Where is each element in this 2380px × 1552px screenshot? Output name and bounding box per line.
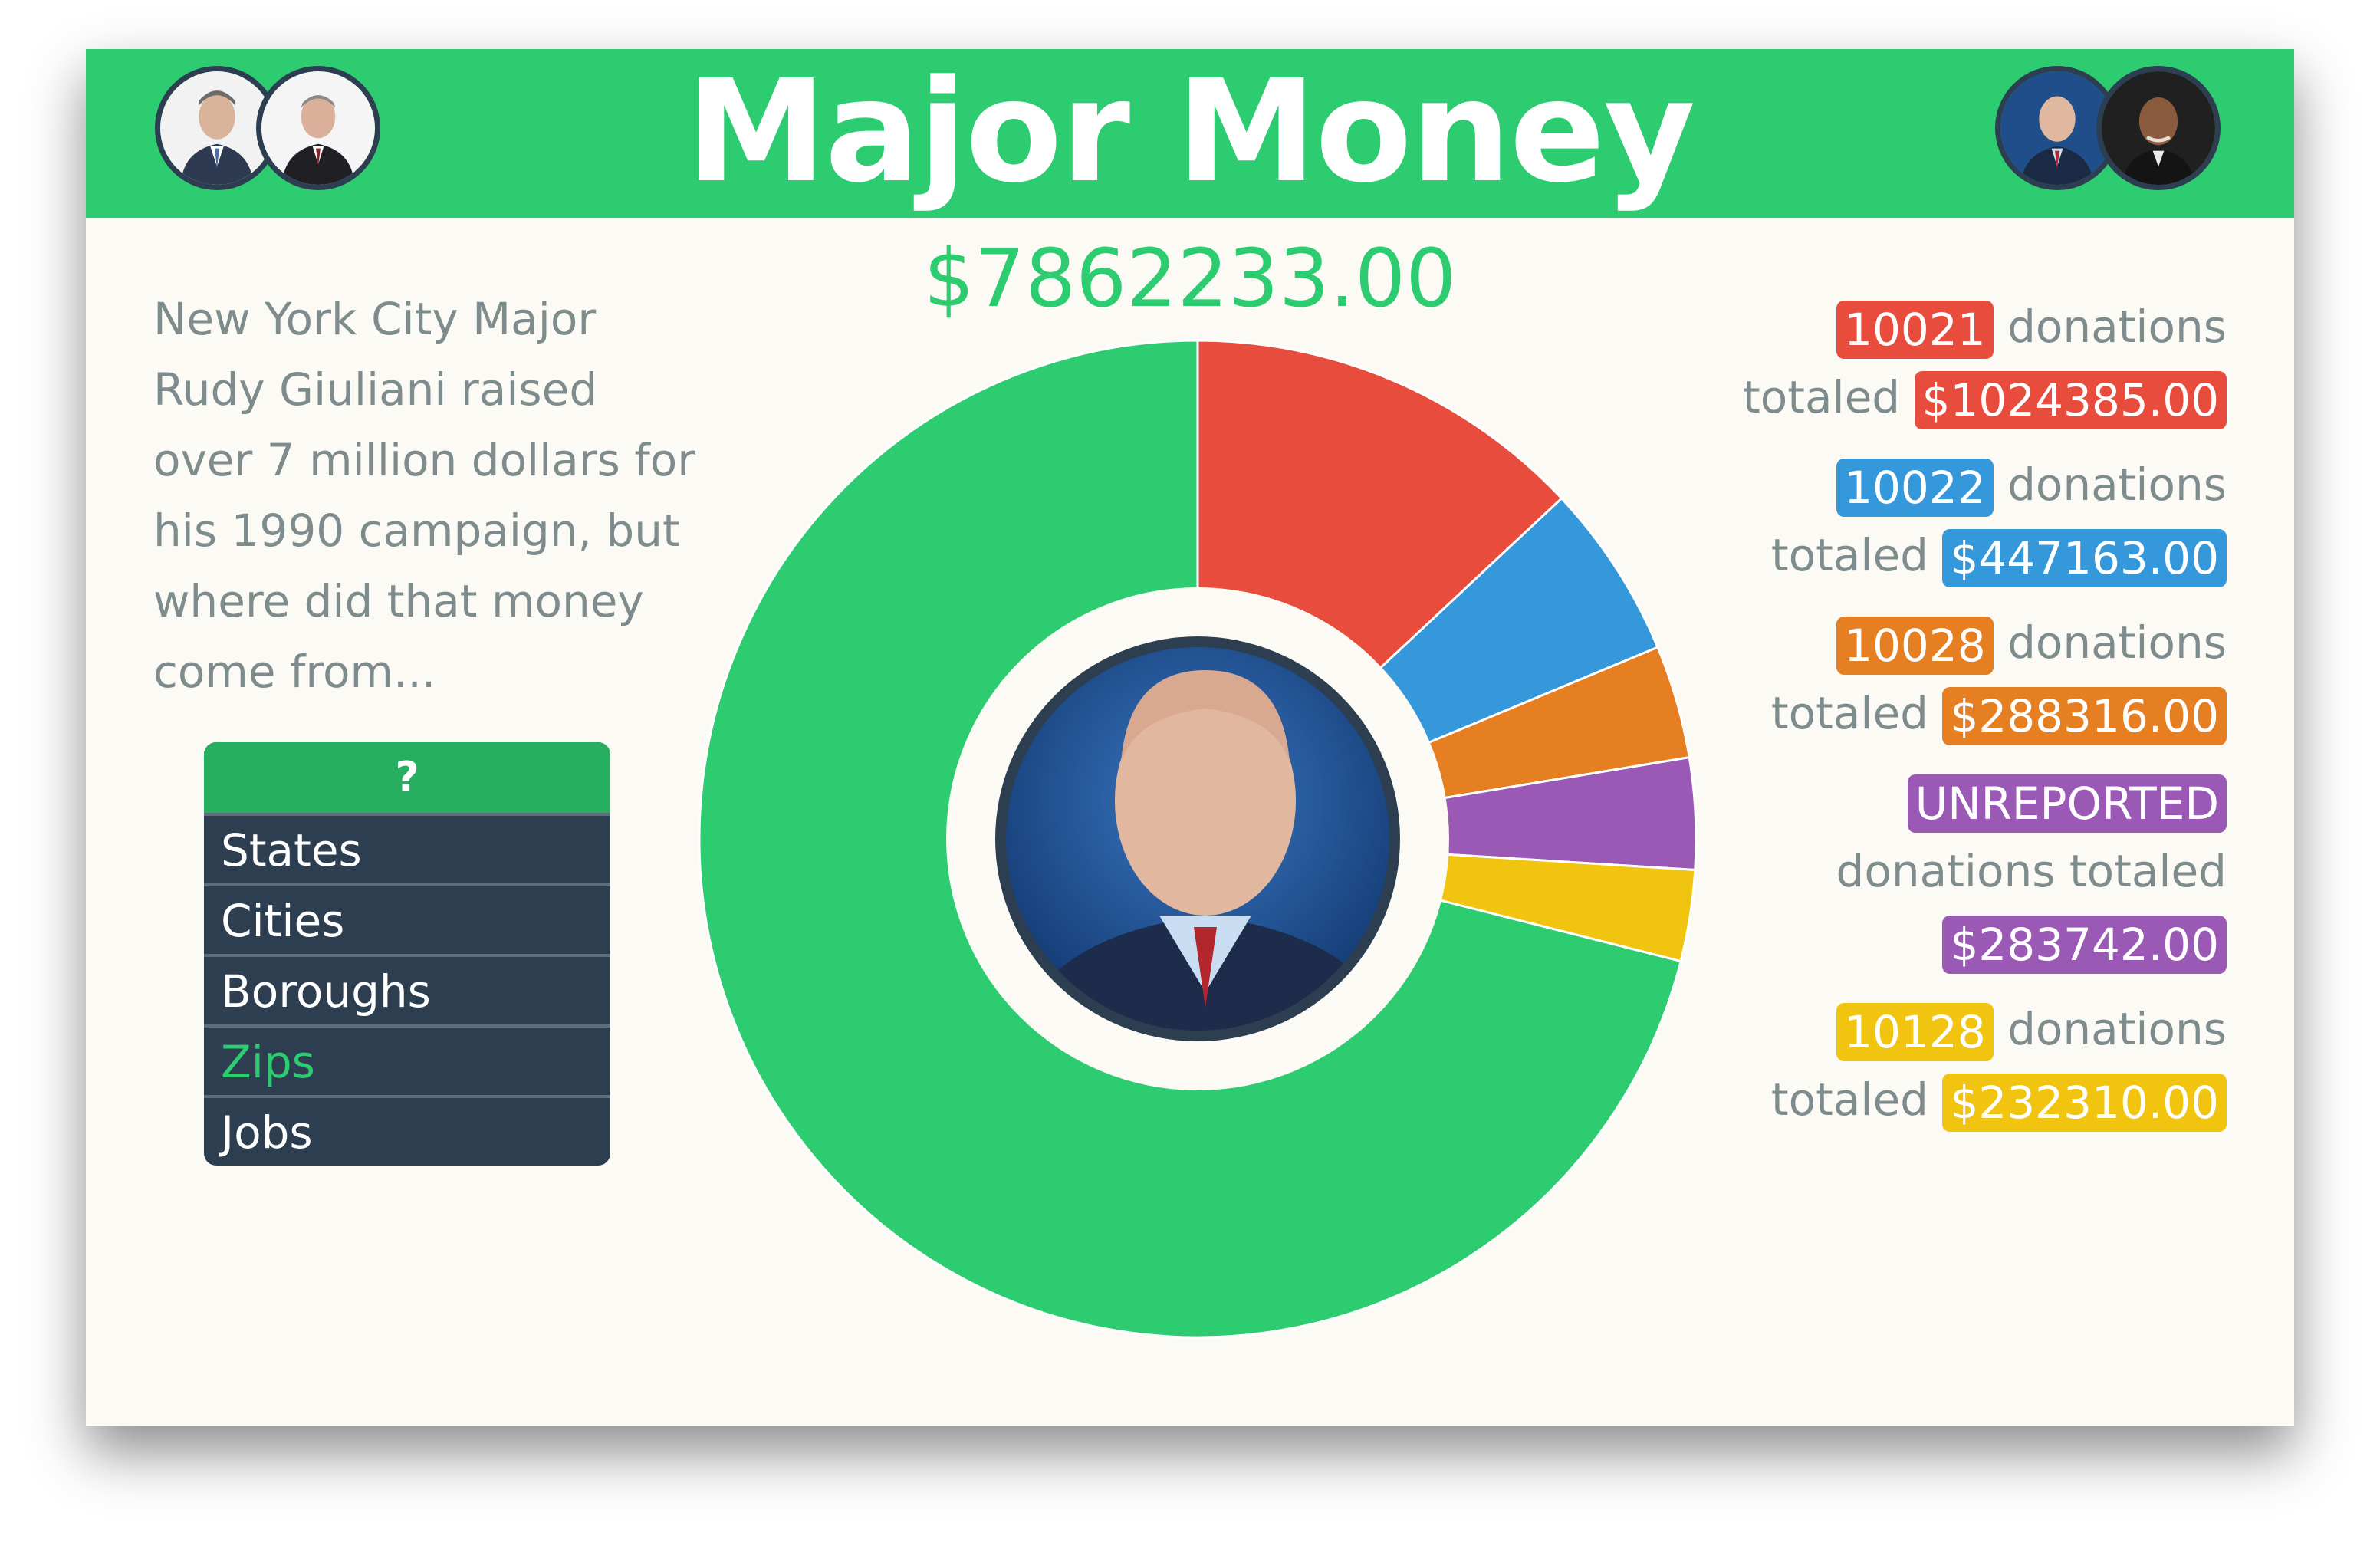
legend-text: totaled <box>1770 529 1928 581</box>
menu-item-jobs[interactable]: Jobs <box>204 1095 610 1166</box>
header-bar: Major Money <box>86 49 2294 218</box>
donut-chart-svg <box>698 339 1698 1339</box>
legend-text: donations totaled <box>1836 845 2227 897</box>
legend: 10021 donations totaled $1024385.00 1002… <box>1552 291 2227 1152</box>
menu-item-boroughs[interactable]: Boroughs <box>204 954 610 1024</box>
menu-header: ? <box>204 742 610 813</box>
legend-amount: $232310.00 <box>1942 1073 2227 1132</box>
legend-text: donations <box>2007 301 2227 353</box>
legend-text: totaled <box>1770 1074 1928 1126</box>
legend-entry-10028: 10028 donations totaled $288316.00 <box>1552 607 2227 748</box>
total-amount: $7862233.00 <box>923 232 1457 325</box>
legend-amount: $1024385.00 <box>1914 370 2227 429</box>
donut-chart <box>692 333 1704 1345</box>
grouping-menu: ? States Cities Boroughs Zips Jobs <box>204 742 610 1166</box>
legend-entry-unreported: UNREPORTED donations totaled $283742.00 <box>1552 765 2227 977</box>
person-portrait-icon <box>261 71 375 185</box>
person-portrait-icon <box>2102 71 2215 185</box>
legend-text: donations <box>2007 1003 2227 1055</box>
legend-badge: UNREPORTED <box>1907 774 2227 833</box>
avatar-left-1[interactable] <box>155 66 279 190</box>
legend-badge: 10128 <box>1836 1002 1994 1061</box>
app-window: Major Money $7862233.00 New York City Ma… <box>86 49 2294 1426</box>
legend-text: donations <box>2007 617 2227 669</box>
legend-entry-10128: 10128 donations totaled $232310.00 <box>1552 994 2227 1135</box>
legend-badge: 10022 <box>1836 458 1994 517</box>
page-title: Major Money <box>685 50 1696 214</box>
legend-amount: $283742.00 <box>1942 915 2227 974</box>
legend-badge: 10021 <box>1836 300 1994 359</box>
legend-amount: $288316.00 <box>1942 686 2227 745</box>
legend-entry-10022: 10022 donations totaled $447163.00 <box>1552 449 2227 590</box>
menu-item-cities[interactable]: Cities <box>204 883 610 954</box>
legend-text: totaled <box>1742 371 1901 423</box>
avatar-left-2[interactable] <box>256 66 380 190</box>
legend-badge: 10028 <box>1836 616 1994 675</box>
menu-item-states[interactable]: States <box>204 813 610 883</box>
legend-amount: $447163.00 <box>1942 528 2227 587</box>
legend-entry-10021: 10021 donations totaled $1024385.00 <box>1552 291 2227 432</box>
menu-item-zips[interactable]: Zips <box>204 1024 610 1095</box>
legend-text: donations <box>2007 459 2227 511</box>
avatar-right-2[interactable] <box>2096 66 2221 190</box>
legend-text: totaled <box>1770 687 1928 739</box>
person-portrait-icon <box>2000 71 2114 185</box>
avatar-right-1[interactable] <box>1995 66 2119 190</box>
person-portrait-icon <box>160 71 274 185</box>
description-text: New York City Major Rudy Giuliani raised… <box>153 293 696 698</box>
